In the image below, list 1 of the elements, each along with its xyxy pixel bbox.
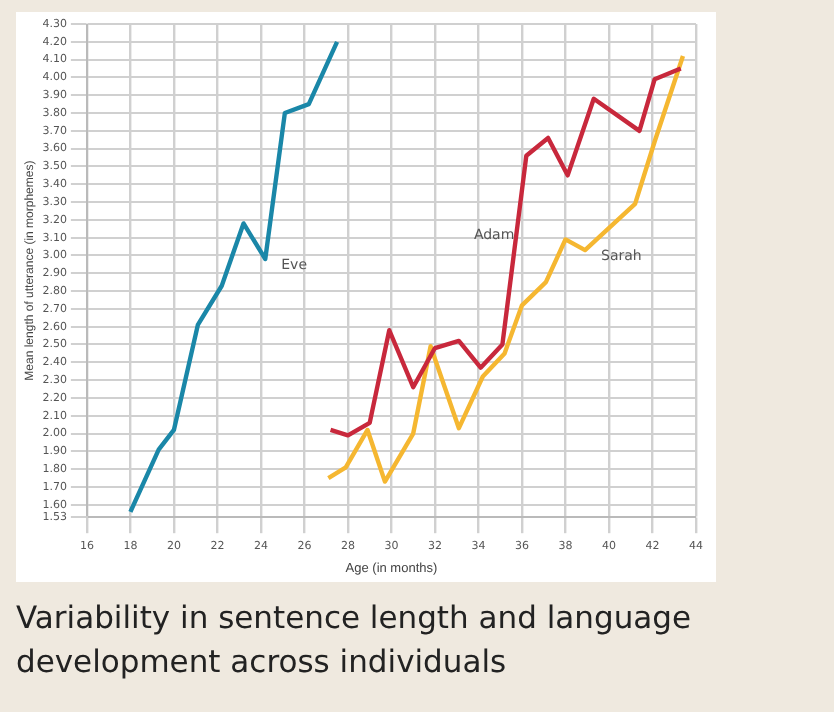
text: Variability in sentence length and language development across individuals (16, 598, 694, 684)
